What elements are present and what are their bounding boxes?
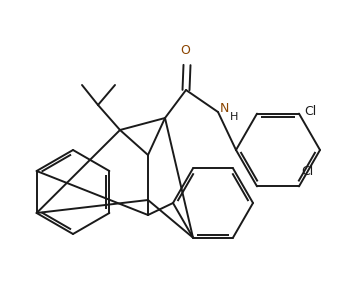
Text: O: O <box>180 44 190 57</box>
Text: H: H <box>230 112 238 122</box>
Text: Cl: Cl <box>304 105 316 118</box>
Text: Cl: Cl <box>301 165 313 178</box>
Text: N: N <box>220 102 229 116</box>
